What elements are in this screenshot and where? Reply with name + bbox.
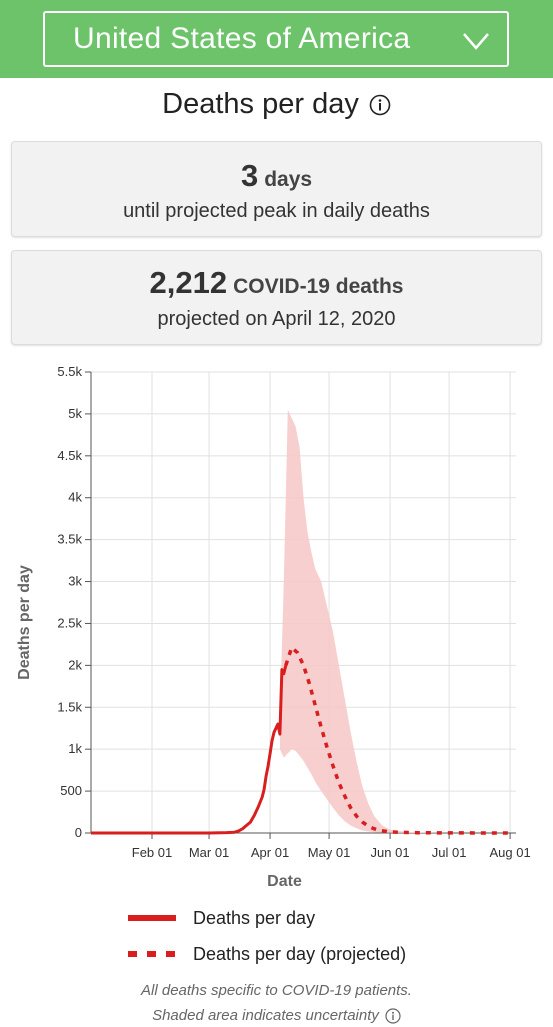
x-tick-label: Jul 01 (432, 845, 467, 860)
legend-dashed-line-swatch (128, 951, 175, 957)
chevron-down-icon (463, 33, 489, 50)
y-tick-label: 5.5k (57, 364, 82, 379)
legend-label-actual: Deaths per day (193, 907, 316, 928)
peak-days-unit: days (264, 168, 313, 191)
country-dropdown-label: United States of America (73, 22, 411, 55)
section-title: Deaths per day (162, 88, 359, 120)
x-axis-label: Date (267, 873, 302, 890)
projected-deaths-value: 2,212 (149, 265, 228, 300)
info-icon[interactable] (385, 1007, 401, 1024)
y-tick-label: 1k (68, 741, 82, 756)
legend: Deaths per day Deaths per day (projected… (128, 900, 406, 972)
series-deaths-per-day (91, 665, 288, 835)
projected-deaths-card: 2,212 COVID-19 deaths projected on April … (11, 250, 542, 345)
footnote-uncertainty: Shaded area indicates uncertainty (0, 1007, 553, 1024)
peak-card: 3 days until projected peak in daily deat… (11, 141, 542, 237)
legend-solid-line-swatch (128, 915, 176, 921)
footnote-uncertainty-text: Shaded area indicates uncertainty (152, 1007, 379, 1024)
x-tick-label: Apr 01 (251, 845, 289, 860)
deaths-chart: 0 500 1k 1.5k 2k 2.5k 3k 3.5k 4k 4.5k 5k 5.5k Feb 01… (16, 364, 531, 890)
uncertainty-band (279, 409, 511, 833)
footnote-deaths: All deaths specific to COVID-19 patients… (141, 982, 412, 999)
country-dropdown[interactable]: United States of America (43, 11, 509, 67)
legend-item-actual[interactable]: Deaths per day (128, 900, 406, 936)
y-tick-label: 1.5k (57, 699, 82, 714)
peak-days-value: 3 (240, 158, 259, 193)
x-tick-label: Aug 01 (489, 845, 530, 860)
y-tick-label: 5k (68, 406, 82, 421)
legend-item-projected[interactable]: Deaths per day (projected) (128, 936, 406, 972)
x-tick-label: May 01 (308, 845, 351, 860)
top-bar: United States of America (0, 0, 553, 78)
y-tick-label: 3k (68, 574, 82, 589)
series-deaths-per-day-projected (284, 645, 511, 835)
y-tick-label: 2.5k (57, 615, 82, 630)
y-tick-label: 0 (75, 825, 82, 840)
peak-caption: until projected peak in daily deaths (123, 200, 430, 222)
x-tick-label: Mar 01 (189, 845, 229, 860)
x-tick-label: Feb 01 (132, 845, 172, 860)
y-tick-label: 2k (68, 657, 82, 672)
projected-deaths-unit: COVID-19 deaths (233, 275, 404, 298)
y-tick-label: 500 (60, 783, 82, 798)
x-tick-label: Jun 01 (371, 845, 410, 860)
info-icon[interactable] (369, 94, 391, 116)
projected-deaths-caption: projected on April 12, 2020 (157, 308, 396, 330)
legend-label-projected: Deaths per day (projected) (193, 943, 407, 964)
y-tick-label: 4.5k (57, 448, 82, 463)
y-tick-label: 4k (68, 490, 82, 505)
y-axis-label: Deaths per day (16, 565, 33, 680)
section-heading: Deaths per day (0, 88, 553, 121)
y-tick-label: 3.5k (57, 532, 82, 547)
